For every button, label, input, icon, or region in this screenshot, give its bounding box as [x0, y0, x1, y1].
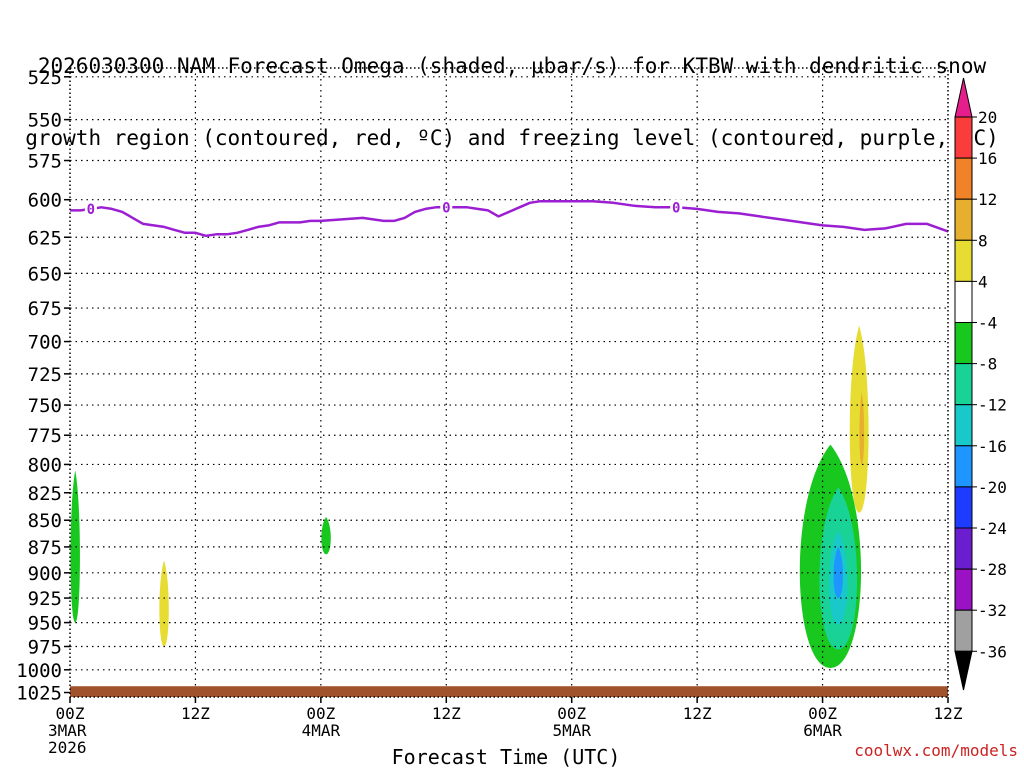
x-tick-label: 00Z	[306, 704, 335, 723]
y-tick-label: 550	[28, 110, 62, 132]
colorbar-label: -24	[978, 519, 1007, 538]
colorbar-top-arrow	[954, 77, 973, 118]
colorbar-label: 20	[978, 108, 997, 127]
y-tick-label: 775	[28, 425, 62, 447]
y-tick-label: 875	[28, 537, 62, 559]
colorbar-label: -16	[978, 437, 1007, 456]
x-axis-title: Forecast Time (UTC)	[392, 745, 621, 768]
y-tick-label: 725	[28, 364, 62, 386]
x-tick-label: 12Z	[934, 704, 963, 723]
colorbar-label: 8	[978, 231, 988, 250]
y-tick-label: 650	[28, 263, 62, 285]
chart-title: 2026030300 NAM Forecast Omega (shaded, μ…	[0, 6, 1024, 174]
colorbar-label: -4	[978, 314, 997, 333]
freezing-level-label: 0	[442, 200, 450, 216]
colorbar-bin	[954, 527, 973, 570]
colorbar-bottom-arrow	[954, 650, 973, 691]
x-tick-label: 00Z	[808, 704, 837, 723]
y-tick-label: 675	[28, 298, 62, 320]
colorbar-label: -32	[978, 601, 1007, 620]
y-tick-label: 850	[28, 510, 62, 532]
x-tick-label: 00Z	[557, 704, 586, 723]
x-date-label: 5MAR	[552, 721, 591, 740]
colorbar-label: 16	[978, 149, 997, 168]
x-date-label: 6MAR	[803, 721, 842, 740]
colorbar-label: -12	[978, 396, 1007, 415]
colorbar-label: 12	[978, 190, 997, 209]
y-tick-label: 600	[28, 190, 62, 212]
y-tick-label: 1000	[16, 660, 62, 682]
colorbar-label: -8	[978, 355, 997, 374]
x-tick-label: 12Z	[432, 704, 461, 723]
x-tick-label: 12Z	[683, 704, 712, 723]
x-date-label: 4MAR	[302, 721, 341, 740]
colorbar-bin	[954, 404, 973, 447]
y-tick-label: 975	[28, 636, 62, 658]
y-tick-label: 700	[28, 332, 62, 354]
freezing-level-label: 0	[87, 202, 95, 218]
omega-region-day4-rising-core	[859, 392, 865, 465]
y-tick-label: 950	[28, 613, 62, 635]
colorbar-label: -28	[978, 560, 1007, 579]
colorbar-bin	[954, 280, 973, 323]
y-tick-label: 525	[28, 67, 62, 89]
y-tick-label: 575	[28, 151, 62, 173]
credit-text: coolwx.com/models	[854, 741, 1018, 760]
omega-region-day1-rising	[159, 560, 169, 647]
freezing-label-bg-1	[440, 199, 453, 216]
colorbar-label: -36	[978, 642, 1007, 661]
colorbar-bin	[954, 568, 973, 611]
terrain-fill	[70, 686, 948, 697]
colorbar-bin	[954, 609, 973, 652]
colorbar-bin	[954, 322, 973, 365]
y-tick-label: 925	[28, 588, 62, 610]
omega-region-day1-sinking	[70, 470, 80, 623]
omega-region-day2-sinking	[321, 516, 331, 555]
colorbar-bin	[954, 116, 973, 159]
omega-region-day4-rising	[849, 325, 869, 513]
colorbar-bin	[954, 239, 973, 282]
x-tick-label: 00Z	[56, 704, 85, 723]
plot-frame	[69, 67, 949, 698]
colorbar-label: 4	[978, 272, 988, 291]
y-tick-label: 800	[28, 454, 62, 476]
freezing-label-bg-0	[84, 200, 97, 217]
x-tick-label: 12Z	[181, 704, 210, 723]
omega-region-day4-sinking-max	[833, 546, 843, 599]
y-tick-label: 825	[28, 483, 62, 505]
freezing-label-bg-2	[670, 199, 683, 216]
y-tick-label: 625	[28, 227, 62, 249]
colorbar-bin	[954, 198, 973, 241]
y-tick-label: 1025	[16, 683, 62, 705]
x-date-label: 3MAR	[48, 721, 87, 740]
title-line-1: 2026030300 NAM Forecast Omega (shaded, μ…	[37, 54, 987, 78]
colorbar-bin	[954, 157, 973, 200]
title-line-2: growth region (contoured, red, ºC) and f…	[25, 126, 999, 150]
colorbar-bin	[954, 486, 973, 529]
freezing-level-label: 0	[672, 200, 680, 216]
colorbar-bin	[954, 363, 973, 406]
y-tick-label: 900	[28, 563, 62, 585]
colorbar-label: -20	[978, 478, 1007, 497]
freezing-level-line	[70, 199, 949, 238]
y-tick-label: 750	[28, 395, 62, 417]
colorbar-bin	[954, 445, 973, 488]
x-year-label: 2026	[48, 738, 87, 757]
